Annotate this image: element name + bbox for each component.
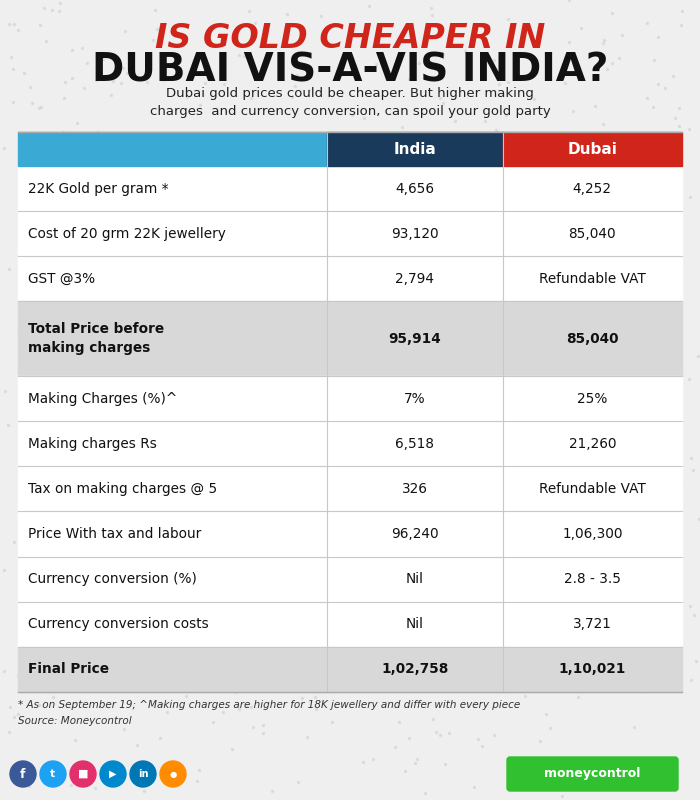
Text: 1,02,758: 1,02,758 [381,662,449,677]
Text: DUBAI VIS-A-VIS INDIA?: DUBAI VIS-A-VIS INDIA? [92,51,608,89]
Text: 85,040: 85,040 [566,332,619,346]
Text: Tax on making charges @ 5: Tax on making charges @ 5 [28,482,217,496]
Text: Nil: Nil [406,618,424,631]
Bar [18,132,327,166]
Text: Source: Moneycontrol: Source: Moneycontrol [18,716,132,726]
Text: Currency conversion costs: Currency conversion costs [28,618,209,631]
Text: Refundable VAT: Refundable VAT [539,272,646,286]
Text: 7%: 7% [404,391,426,406]
Bar [18,211,682,256]
Text: 22K Gold per gram *: 22K Gold per gram * [28,182,169,195]
Text: 95,914: 95,914 [389,332,441,346]
Text: Dubai: Dubai [568,142,617,157]
Text: Nil: Nil [406,572,424,586]
Bar [18,602,682,647]
Text: Final Price: Final Price [28,662,109,677]
Bar [18,166,682,211]
Bar [18,557,682,602]
Text: GST @3%: GST @3% [28,272,95,286]
Text: 4,252: 4,252 [573,182,612,195]
Text: 6,518: 6,518 [395,437,434,450]
Text: Making charges Rs: Making charges Rs [28,437,157,450]
Bar [18,511,682,557]
Text: * As on September 19; ^Making charges are higher for 18K jewellery and differ wi: * As on September 19; ^Making charges ar… [18,700,520,710]
Text: 2,794: 2,794 [395,272,434,286]
Circle shape [160,761,186,787]
Text: ■: ■ [78,769,88,779]
Circle shape [40,761,66,787]
Text: t: t [50,769,55,779]
Bar [18,421,682,466]
Text: ▶: ▶ [109,769,117,779]
Bar [18,376,682,421]
Text: Currency conversion (%): Currency conversion (%) [28,572,197,586]
Circle shape [10,761,36,787]
Circle shape [100,761,126,787]
Text: 93,120: 93,120 [391,226,439,241]
Text: IS GOLD CHEAPER IN: IS GOLD CHEAPER IN [155,22,545,54]
Text: Refundable VAT: Refundable VAT [539,482,646,496]
Text: 1,10,021: 1,10,021 [559,662,626,677]
Text: in: in [138,769,148,779]
Text: Total Price before
making charges: Total Price before making charges [28,322,164,355]
Text: 3,721: 3,721 [573,618,612,631]
Text: moneycontrol: moneycontrol [545,767,640,781]
Text: 96,240: 96,240 [391,527,439,541]
Text: India: India [393,142,436,157]
Text: 1,06,300: 1,06,300 [562,527,622,541]
Text: 326: 326 [402,482,428,496]
Bar [18,302,682,376]
Bar [327,132,503,166]
Text: f: f [20,767,26,781]
Text: 25%: 25% [578,391,608,406]
Text: 21,260: 21,260 [568,437,616,450]
Bar [18,647,682,692]
Text: ●: ● [169,770,176,778]
Text: Dubai gold prices could be cheaper. But higher making
charges  and currency conv: Dubai gold prices could be cheaper. But … [150,87,550,118]
Bar [503,132,682,166]
Bar [18,466,682,511]
Text: Making Charges (%)^: Making Charges (%)^ [28,391,177,406]
Text: 2.8 - 3.5: 2.8 - 3.5 [564,572,621,586]
Text: 85,040: 85,040 [568,226,616,241]
Circle shape [70,761,96,787]
FancyBboxPatch shape [507,757,678,791]
Text: 4,656: 4,656 [395,182,434,195]
Text: Price With tax and labour: Price With tax and labour [28,527,202,541]
Bar [18,256,682,302]
Text: Cost of 20 grm 22K jewellery: Cost of 20 grm 22K jewellery [28,226,226,241]
Circle shape [130,761,156,787]
